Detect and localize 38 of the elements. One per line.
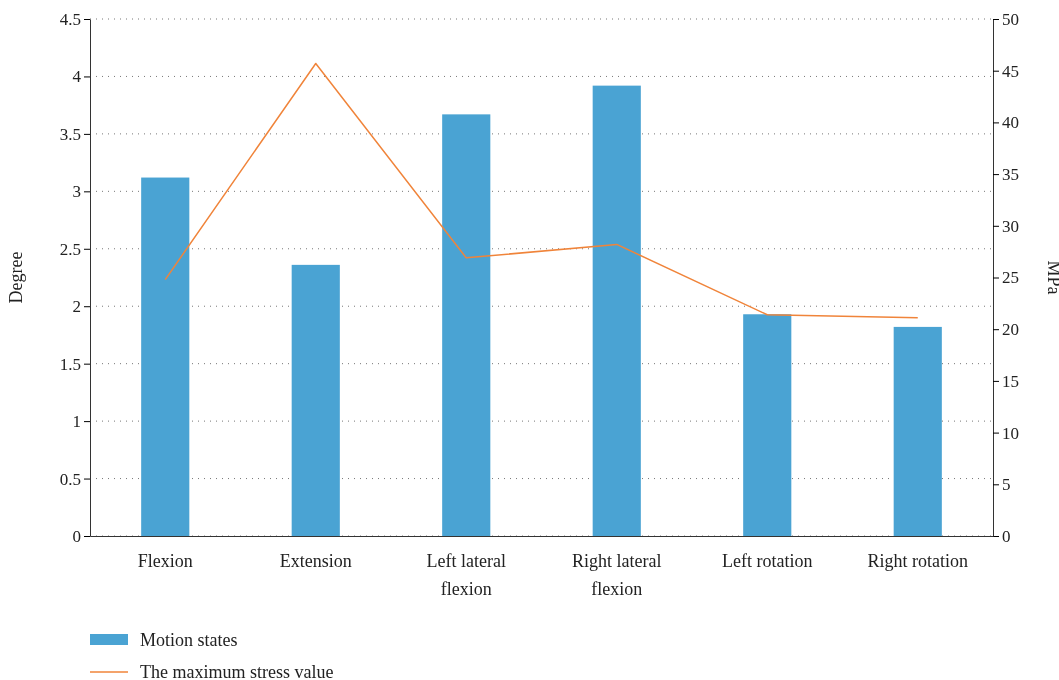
y-tick-label: 1.5 — [59, 354, 81, 374]
y2-tick-label: 10 — [1002, 423, 1019, 443]
y2-tick-label: 5 — [1002, 475, 1011, 495]
bar — [141, 177, 190, 536]
legend-label: Motion states — [140, 630, 238, 650]
x-tick-label: Flexion — [137, 551, 193, 571]
y-tick-label: 4.5 — [59, 9, 81, 29]
line-series — [164, 62, 919, 319]
y-tick-label: 3 — [72, 182, 81, 202]
y2-tick-label: 0 — [1002, 526, 1011, 546]
y2-tick-label: 20 — [1002, 320, 1019, 340]
bar — [442, 114, 491, 536]
y2-tick-label: 40 — [1002, 113, 1019, 133]
y-axis-title: Degree — [6, 251, 26, 304]
y2-tick-label: 25 — [1002, 268, 1019, 288]
y-tick-label: 4 — [72, 67, 82, 87]
y2-tick-label: 15 — [1002, 371, 1019, 391]
y2-tick-label: 50 — [1002, 9, 1019, 29]
legend-label: The maximum stress value — [140, 662, 334, 680]
y-tick-label: 0 — [72, 526, 81, 546]
x-tick-label: Extension — [279, 551, 352, 571]
bar — [592, 85, 641, 536]
x-tick-label: Left rotation — [722, 551, 813, 571]
y-tick-label: 1 — [72, 412, 81, 432]
y-tick-label: 2.5 — [59, 239, 81, 259]
x-tick-label: Right rotation — [867, 551, 968, 571]
bar — [291, 264, 340, 536]
y2-tick-label: 30 — [1002, 216, 1019, 236]
y-tick-label: 0.5 — [59, 469, 81, 489]
bar — [743, 314, 792, 536]
y2-tick-label: 35 — [1002, 165, 1019, 185]
y-tick-label: 2 — [72, 297, 81, 317]
y2-tick-label: 45 — [1002, 61, 1019, 81]
x-tick-label: Right lateral flexion — [572, 551, 662, 599]
x-tick-label: Left lateral flexion — [426, 551, 506, 599]
y2-axis-title: MPa — [1044, 260, 1059, 295]
y-tick-label: 3.5 — [59, 124, 81, 144]
bar — [893, 326, 942, 536]
